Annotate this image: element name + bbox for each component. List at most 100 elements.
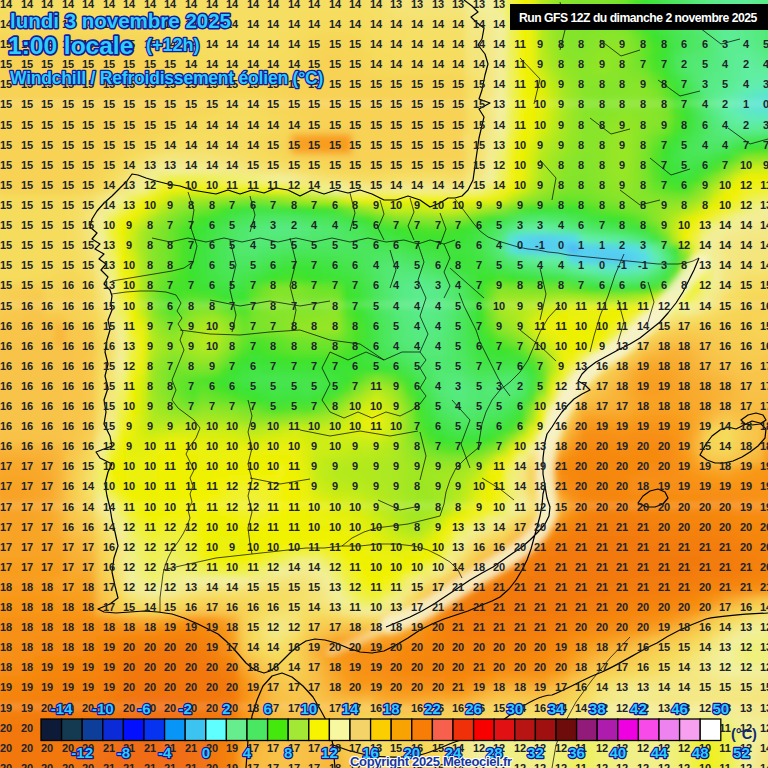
- svg-text:19: 19: [678, 440, 690, 452]
- svg-text:14: 14: [473, 38, 486, 50]
- svg-text:15: 15: [0, 199, 12, 211]
- svg-text:10: 10: [144, 480, 156, 492]
- svg-text:12: 12: [760, 661, 768, 673]
- svg-text:14: 14: [185, 119, 198, 131]
- svg-text:4: 4: [435, 380, 442, 392]
- svg-text:13: 13: [103, 239, 115, 251]
- svg-text:11: 11: [164, 480, 176, 492]
- svg-text:19: 19: [637, 380, 649, 392]
- svg-text:21: 21: [473, 581, 485, 593]
- svg-text:15: 15: [103, 320, 115, 332]
- svg-text:9: 9: [435, 521, 441, 533]
- svg-text:3: 3: [722, 38, 728, 50]
- svg-text:18: 18: [575, 661, 587, 673]
- svg-text:18: 18: [0, 621, 12, 633]
- svg-text:17: 17: [308, 661, 320, 673]
- svg-text:21: 21: [555, 621, 567, 633]
- svg-text:7: 7: [455, 219, 461, 231]
- svg-text:11: 11: [370, 380, 382, 392]
- svg-text:21: 21: [164, 762, 176, 768]
- svg-text:17: 17: [678, 320, 690, 332]
- svg-text:15: 15: [349, 38, 361, 50]
- svg-text:14: 14: [740, 219, 753, 231]
- svg-text:14: 14: [206, 159, 219, 171]
- svg-text:15: 15: [247, 621, 259, 633]
- svg-text:9: 9: [619, 119, 625, 131]
- svg-text:20: 20: [678, 601, 690, 613]
- svg-text:19: 19: [616, 420, 628, 432]
- svg-text:12: 12: [616, 762, 628, 768]
- svg-text:15: 15: [82, 259, 94, 271]
- svg-text:21: 21: [555, 601, 567, 613]
- svg-text:15: 15: [678, 641, 690, 653]
- svg-text:15: 15: [658, 661, 670, 673]
- svg-text:14: 14: [596, 681, 609, 693]
- svg-text:11: 11: [514, 98, 526, 110]
- svg-text:15: 15: [82, 219, 94, 231]
- svg-text:10: 10: [206, 179, 218, 191]
- svg-text:4: 4: [435, 300, 442, 312]
- svg-text:14: 14: [185, 139, 198, 151]
- svg-text:14: 14: [206, 139, 219, 151]
- svg-text:7: 7: [743, 139, 749, 151]
- svg-text:15: 15: [432, 742, 444, 754]
- svg-text:19: 19: [740, 460, 752, 472]
- svg-text:19: 19: [308, 641, 320, 653]
- svg-text:7: 7: [661, 58, 667, 70]
- svg-text:17: 17: [760, 400, 768, 412]
- svg-text:19: 19: [411, 621, 423, 633]
- svg-text:9: 9: [702, 179, 708, 191]
- svg-text:8: 8: [167, 380, 173, 392]
- svg-text:16: 16: [0, 320, 12, 332]
- svg-text:-10: -10: [92, 700, 114, 717]
- svg-text:8: 8: [578, 139, 584, 151]
- svg-text:10: 10: [226, 420, 238, 432]
- svg-text:15: 15: [432, 159, 444, 171]
- svg-text:12: 12: [740, 199, 752, 211]
- svg-text:17: 17: [637, 340, 649, 352]
- svg-text:12: 12: [699, 702, 711, 714]
- svg-text:-1: -1: [638, 259, 648, 271]
- svg-text:11: 11: [267, 179, 279, 191]
- svg-text:14: 14: [390, 179, 403, 191]
- svg-text:5: 5: [393, 320, 399, 332]
- svg-text:12: 12: [678, 762, 690, 768]
- svg-text:9: 9: [373, 460, 379, 472]
- svg-text:15: 15: [349, 179, 361, 191]
- svg-text:15: 15: [308, 119, 320, 131]
- svg-text:7: 7: [414, 239, 420, 251]
- svg-text:17: 17: [349, 742, 361, 754]
- svg-text:8: 8: [558, 279, 564, 291]
- svg-text:6: 6: [578, 219, 584, 231]
- svg-text:12: 12: [637, 742, 649, 754]
- svg-text:1: 1: [578, 259, 584, 271]
- svg-text:7: 7: [311, 300, 317, 312]
- svg-text:9: 9: [661, 219, 667, 231]
- svg-text:3: 3: [435, 279, 441, 291]
- svg-text:7: 7: [229, 199, 235, 211]
- svg-text:52: 52: [733, 744, 750, 761]
- svg-text:7: 7: [661, 159, 667, 171]
- svg-text:1: 1: [599, 239, 605, 251]
- svg-text:32: 32: [527, 744, 544, 761]
- svg-text:3: 3: [661, 259, 667, 271]
- svg-text:16: 16: [185, 601, 197, 613]
- svg-text:20: 20: [123, 641, 135, 653]
- svg-text:14: 14: [349, 0, 362, 10]
- svg-text:15: 15: [103, 159, 115, 171]
- svg-text:20: 20: [616, 601, 628, 613]
- svg-text:18: 18: [760, 440, 768, 452]
- svg-text:10: 10: [719, 199, 731, 211]
- svg-text:12: 12: [123, 360, 135, 372]
- svg-text:8: 8: [229, 340, 235, 352]
- svg-text:9: 9: [619, 38, 625, 50]
- svg-text:-2: -2: [179, 700, 192, 717]
- svg-text:15: 15: [62, 239, 74, 251]
- svg-text:6: 6: [681, 38, 687, 50]
- svg-text:8: 8: [270, 300, 276, 312]
- svg-text:14: 14: [411, 38, 424, 50]
- svg-text:11: 11: [267, 521, 279, 533]
- svg-text:16: 16: [103, 340, 115, 352]
- svg-text:20: 20: [596, 501, 608, 513]
- svg-text:19: 19: [62, 661, 74, 673]
